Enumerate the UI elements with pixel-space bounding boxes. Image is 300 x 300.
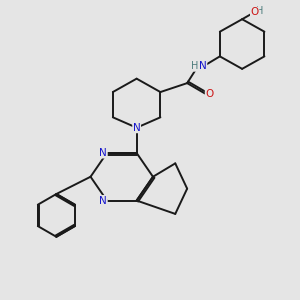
Text: H: H [256,7,263,16]
Text: N: N [100,148,107,158]
Text: H: H [191,61,199,71]
Text: N: N [199,61,207,71]
Text: O: O [250,7,259,17]
Text: N: N [133,123,140,133]
Text: O: O [205,88,214,98]
Text: N: N [100,196,107,206]
